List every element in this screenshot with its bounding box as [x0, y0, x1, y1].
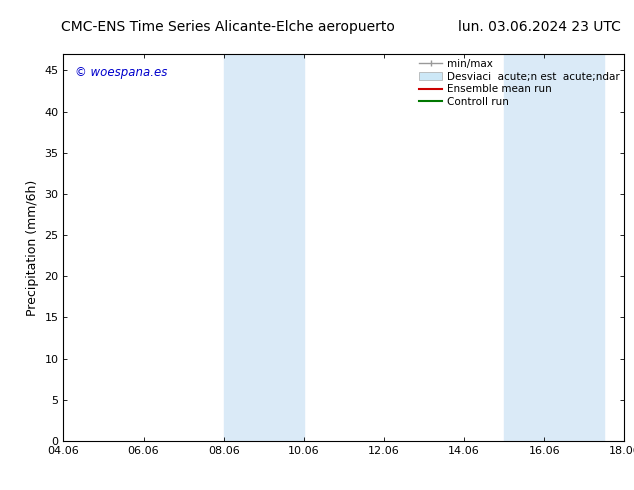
- Y-axis label: Precipitation (mm/6h): Precipitation (mm/6h): [26, 179, 39, 316]
- Bar: [504, 54, 604, 441]
- Text: © woespana.es: © woespana.es: [75, 66, 167, 78]
- Text: lun. 03.06.2024 23 UTC: lun. 03.06.2024 23 UTC: [458, 20, 621, 34]
- Bar: [224, 54, 304, 441]
- Text: CMC-ENS Time Series Alicante-Elche aeropuerto: CMC-ENS Time Series Alicante-Elche aerop…: [61, 20, 395, 34]
- Legend: min/max, Desviaci  acute;n est  acute;ndar, Ensemble mean run, Controll run: min/max, Desviaci acute;n est acute;ndar…: [417, 57, 621, 109]
